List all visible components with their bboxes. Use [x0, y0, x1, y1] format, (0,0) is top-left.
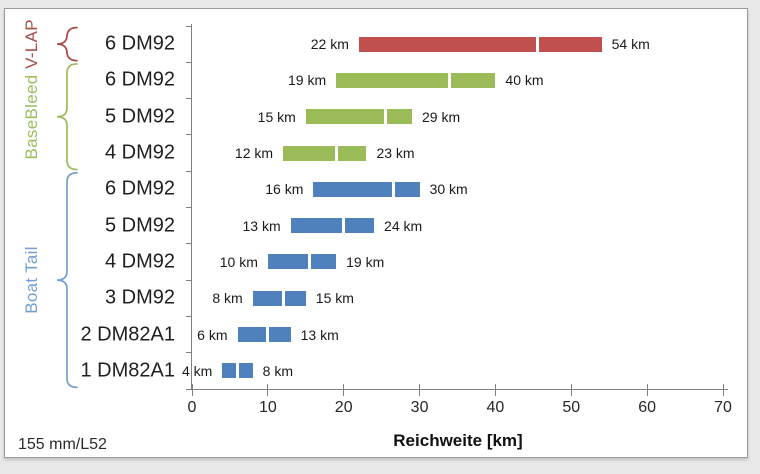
- bar-min-label: 8 km: [212, 290, 243, 307]
- bar-max-label: 15 km: [315, 290, 354, 307]
- range-bar: [267, 254, 337, 270]
- x-tick-label: 0: [187, 399, 197, 416]
- y-tick: [186, 98, 192, 100]
- x-tick-label: 50: [562, 399, 581, 416]
- category-label: 4 DM92: [104, 141, 175, 164]
- range-bar: [222, 363, 253, 379]
- x-tick: [570, 384, 572, 396]
- x-tick-label: 40: [486, 399, 505, 416]
- bar-divider: [342, 218, 346, 234]
- range-bar: [237, 327, 291, 343]
- x-tick-label: 60: [638, 399, 657, 416]
- bar-max-label: 13 km: [300, 326, 339, 343]
- bar-divider: [334, 145, 338, 161]
- range-bar: [336, 72, 496, 88]
- group-label: BaseBleed: [22, 74, 41, 160]
- x-tick: [646, 384, 648, 396]
- bar-max-label: 8 km: [262, 362, 294, 379]
- bar-min-label: 16 km: [265, 181, 304, 198]
- y-tick: [186, 61, 192, 63]
- bar-divider: [266, 327, 270, 343]
- range-bar: [358, 36, 602, 52]
- bar-min-label: 10 km: [219, 253, 258, 270]
- bar-divider: [535, 36, 539, 52]
- bar-divider: [308, 254, 312, 270]
- category-label: 6 DM92: [104, 68, 175, 91]
- bar-divider: [448, 72, 452, 88]
- bar-max-label: 24 km: [384, 217, 423, 234]
- range-bar: [252, 290, 306, 306]
- x-tick-label: 20: [334, 399, 353, 416]
- bar-max-label: 30 km: [429, 181, 468, 198]
- range-bar: [290, 218, 375, 234]
- bar-min-label: 19 km: [288, 72, 327, 89]
- y-tick: [186, 134, 192, 136]
- x-tick: [267, 384, 269, 396]
- category-label: 2 DM82A1: [80, 323, 176, 346]
- range-bar: [283, 145, 367, 161]
- bar-min-label: 22 km: [310, 36, 349, 53]
- bar-min-label: 15 km: [257, 108, 296, 125]
- footnote: 155 mm/L52: [18, 436, 107, 453]
- range-bar: [313, 181, 420, 197]
- x-tick: [419, 384, 421, 396]
- category-label: 1 DM82A1: [80, 359, 176, 382]
- x-axis-line: [189, 389, 728, 390]
- x-tick-label: 10: [258, 399, 277, 416]
- bar-min-label: 4 km: [182, 362, 213, 379]
- category-label: 4 DM92: [104, 250, 175, 273]
- y-tick: [186, 279, 192, 281]
- y-tick: [186, 388, 192, 390]
- bar-min-label: 12 km: [234, 145, 274, 162]
- x-tick: [722, 384, 724, 396]
- bar-min-label: 13 km: [242, 217, 281, 234]
- bar-max-label: 40 km: [505, 72, 544, 89]
- bar-divider: [235, 363, 239, 379]
- y-tick: [186, 315, 192, 317]
- bar-divider: [383, 109, 387, 125]
- category-label: 5 DM92: [104, 214, 175, 237]
- y-axis-line: [191, 24, 192, 389]
- group-label: V-LAP: [22, 19, 41, 69]
- y-tick: [186, 243, 192, 245]
- bar-min-label: 6 km: [197, 326, 228, 343]
- y-tick: [186, 352, 192, 354]
- x-tick: [343, 384, 345, 396]
- category-label: 6 DM92: [104, 177, 175, 200]
- x-tick-label: 30: [410, 399, 429, 416]
- category-label: 5 DM92: [104, 105, 175, 128]
- range-bar: [305, 109, 412, 125]
- x-tick-label: 70: [714, 399, 732, 416]
- group-label: Boat Tail: [22, 246, 41, 314]
- y-tick: [186, 207, 192, 208]
- bar-max-label: 23 km: [376, 145, 415, 162]
- bar-divider: [391, 181, 395, 197]
- bar-divider: [281, 290, 285, 306]
- bar-max-label: 29 km: [421, 108, 461, 125]
- y-tick: [186, 25, 192, 27]
- x-tick: [494, 384, 496, 396]
- category-label: 3 DM92: [104, 286, 175, 309]
- bar-max-label: 19 km: [346, 253, 385, 270]
- bar-max-label: 54 km: [611, 36, 650, 53]
- x-axis-title: Reichweite [km]: [393, 431, 523, 450]
- x-tick: [191, 384, 193, 396]
- category-label: 6 DM92: [104, 32, 175, 55]
- y-tick: [186, 170, 192, 172]
